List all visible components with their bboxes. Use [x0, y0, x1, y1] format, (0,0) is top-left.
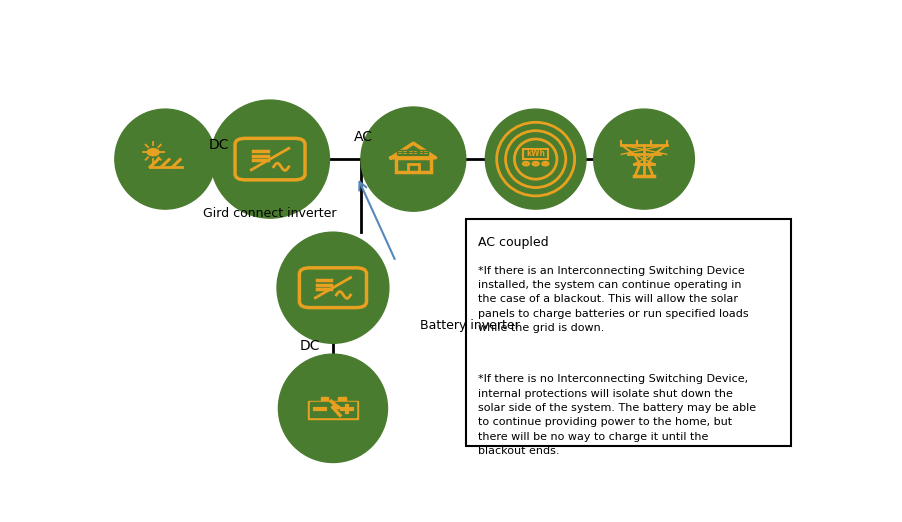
- Bar: [310, 402, 355, 417]
- Bar: [308, 401, 358, 419]
- Circle shape: [525, 163, 527, 164]
- Text: *If there is no Interconnecting Switching Device,
internal protections will isol: *If there is no Interconnecting Switchin…: [478, 374, 757, 456]
- Bar: [408, 150, 418, 154]
- Text: kWh: kWh: [526, 149, 545, 158]
- Text: AC: AC: [354, 130, 373, 144]
- Bar: [408, 164, 419, 172]
- Text: Battery inverter: Battery inverter: [420, 319, 520, 333]
- Bar: [397, 150, 407, 154]
- Ellipse shape: [210, 100, 329, 218]
- Text: Gird connect inverter: Gird connect inverter: [203, 207, 336, 220]
- Circle shape: [148, 149, 159, 156]
- Bar: [338, 397, 345, 401]
- Ellipse shape: [277, 232, 389, 343]
- Ellipse shape: [115, 109, 216, 209]
- Circle shape: [535, 163, 537, 164]
- Bar: [419, 150, 428, 154]
- Text: DC: DC: [299, 339, 320, 353]
- Bar: [395, 158, 431, 172]
- FancyBboxPatch shape: [465, 219, 791, 446]
- Ellipse shape: [361, 107, 465, 211]
- Ellipse shape: [279, 354, 388, 462]
- Bar: [321, 397, 328, 401]
- Ellipse shape: [485, 109, 586, 209]
- Circle shape: [545, 163, 547, 164]
- Ellipse shape: [594, 109, 695, 209]
- Text: AC coupled: AC coupled: [478, 236, 549, 250]
- Text: DC: DC: [208, 138, 229, 152]
- Text: *If there is an Interconnecting Switching Device
installed, the system can conti: *If there is an Interconnecting Switchin…: [478, 266, 749, 333]
